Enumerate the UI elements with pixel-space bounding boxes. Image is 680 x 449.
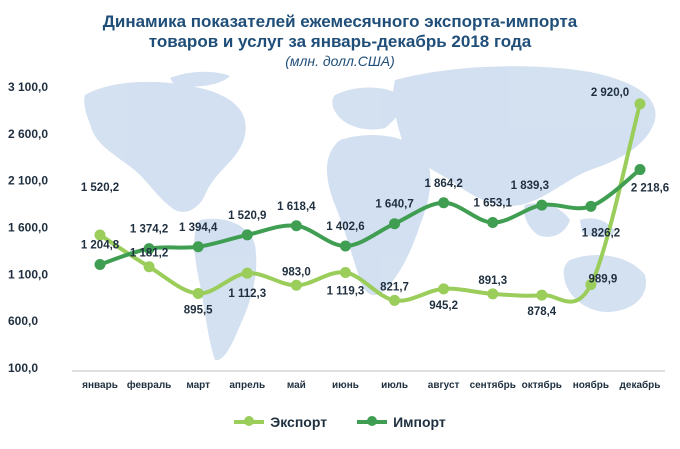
data-label-import: 1 618,4 [277, 201, 316, 213]
y-tick-label: 2 600,0 [8, 127, 48, 141]
data-label-import: 2 218,6 [631, 183, 669, 195]
data-point-import [585, 200, 597, 212]
x-tick-label: январь [82, 380, 118, 391]
legend-swatch-import [357, 416, 388, 426]
chart-title: Динамика показателей ежемесячного экспор… [102, 12, 578, 31]
data-point-import [290, 220, 302, 232]
data-label-export: 821,7 [380, 281, 409, 293]
world-map-background [84, 66, 656, 361]
chart-legend: Экспорт Импорт [0, 414, 680, 430]
x-tick-label: февраль [127, 379, 172, 391]
data-point-import [241, 229, 253, 241]
chart-axes: 100,0 600,0 1 100,0 1 600,0 2 100,0 2 600,0 3 … [8, 80, 665, 391]
x-tick-label: декабрь [620, 379, 661, 391]
x-tick-label: июнь [332, 380, 359, 391]
data-label-import: 1 402,6 [326, 221, 364, 233]
data-point-export [143, 261, 155, 273]
x-tick-label: апрель [229, 380, 265, 391]
data-point-export [634, 98, 646, 110]
data-label-export: 989,9 [589, 274, 618, 286]
data-point-import [536, 199, 548, 211]
data-point-import [438, 197, 450, 209]
data-label-export: 891,3 [478, 275, 507, 287]
legend-item-import: Импорт [357, 414, 446, 430]
data-label-import: 1 826,2 [582, 227, 620, 239]
y-tick-label: 600,0 [8, 314, 38, 328]
y-tick-label: 3 100,0 [8, 80, 48, 94]
data-point-export [536, 289, 548, 301]
data-point-import [339, 240, 351, 252]
data-point-export [339, 267, 351, 279]
data-label-export: 1 112,3 [228, 288, 266, 300]
data-point-export [290, 279, 302, 291]
data-label-export: 983,0 [282, 266, 311, 278]
x-tick-label: май [287, 380, 306, 391]
x-tick-label: октябрь [522, 379, 562, 391]
chart-title-block: Динамика показателей ежемесячного экспор… [0, 12, 680, 70]
data-label-export: 1 520,2 [81, 182, 119, 194]
data-label-import: 1 394,4 [179, 222, 218, 234]
chart-title-line2: товаров и услуг за январь-декабрь 2018 г… [148, 32, 532, 51]
chart-subtitle: (млн. долл.США) [285, 53, 395, 69]
x-tick-label: март [186, 380, 210, 391]
data-label-export: 2 920,0 [591, 87, 629, 99]
data-point-import [389, 218, 401, 230]
x-tick-label: сентябрь [470, 379, 516, 391]
data-point-export [94, 229, 106, 241]
data-label-import: 1 839,3 [511, 180, 549, 192]
data-label-import: 1 204,8 [81, 240, 120, 252]
y-tick-label: 1 600,0 [8, 221, 48, 235]
data-label-import: 1 520,9 [228, 210, 266, 222]
legend-label-import: Импорт [393, 414, 446, 430]
data-point-import [487, 217, 499, 229]
legend-item-export: Экспорт [234, 414, 327, 430]
data-point-import [94, 259, 106, 271]
y-tick-label: 1 100,0 [8, 267, 48, 281]
chart-data-labels: 1 520,2 1 181,2 895,5 1 112,3 983,0 1 119,3 82… [81, 87, 669, 318]
data-point-import [634, 164, 646, 176]
data-label-import: 1 640,7 [375, 199, 413, 211]
data-label-import: 1 864,2 [424, 178, 462, 190]
y-tick-label: 2 100,0 [8, 174, 48, 188]
data-point-export [438, 283, 450, 295]
data-point-export [389, 294, 401, 306]
data-point-export [585, 279, 597, 291]
x-tick-label: август [428, 380, 460, 391]
chart-series [94, 98, 646, 306]
data-point-import [143, 243, 155, 255]
legend-swatch-export [234, 416, 265, 426]
data-label-import: 1 653,1 [474, 198, 513, 210]
x-tick-label: июль [381, 380, 408, 391]
data-point-export [487, 288, 499, 300]
legend-label-export: Экспорт [270, 414, 328, 430]
data-label-export: 878,4 [527, 306, 556, 318]
data-label-import: 1 374,2 [130, 224, 168, 236]
data-point-export [192, 287, 204, 299]
data-label-export: 1 181,2 [130, 248, 168, 260]
data-label-export: 895,5 [184, 304, 213, 316]
data-point-import [192, 241, 204, 253]
y-tick-label: 100,0 [8, 361, 38, 375]
x-tick-label: ноябрь [573, 379, 609, 391]
data-label-export: 945,2 [429, 300, 458, 312]
data-point-export [241, 267, 253, 279]
data-label-export: 1 119,3 [327, 286, 365, 298]
